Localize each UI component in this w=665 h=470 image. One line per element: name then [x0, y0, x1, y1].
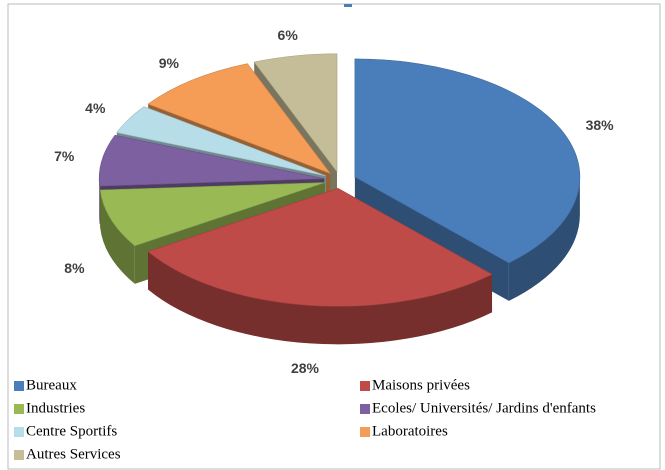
- slice: [98, 134, 325, 187]
- slice: [116, 106, 327, 177]
- legend-label: Maisons privées: [372, 377, 470, 393]
- legend-label: Centre Sportifs: [26, 423, 117, 439]
- legend-label: Autres Services: [26, 446, 121, 462]
- data-label: 4%: [85, 100, 106, 116]
- data-label: 28%: [291, 360, 320, 376]
- legend-swatch: [14, 427, 24, 437]
- data-label: 6%: [278, 27, 299, 43]
- slice: [99, 182, 325, 247]
- legend-swatch: [360, 381, 370, 391]
- legend-swatch: [14, 404, 24, 414]
- data-label: 7%: [54, 148, 75, 164]
- data-label: 9%: [159, 55, 180, 71]
- legend-swatch: [360, 427, 370, 437]
- slice: [147, 63, 332, 175]
- data-label: 8%: [64, 260, 85, 276]
- legend-label: Ecoles/ Universités/ Jardins d'enfants: [372, 400, 596, 416]
- legend-swatch: [360, 404, 370, 414]
- data-label: 38%: [586, 117, 615, 133]
- top-dash: [344, 4, 352, 7]
- slice-side: [508, 176, 580, 301]
- slice: [354, 58, 581, 264]
- slice: [147, 187, 493, 307]
- legend-label: Industries: [26, 400, 85, 416]
- slice-side: [100, 190, 135, 284]
- legend-swatch: [14, 450, 24, 460]
- legend-label: Laboratoires: [372, 423, 448, 439]
- legend-label: Bureaux: [26, 377, 77, 393]
- slice: [253, 53, 338, 173]
- legend-swatch: [14, 381, 24, 391]
- slice-side: [148, 251, 493, 345]
